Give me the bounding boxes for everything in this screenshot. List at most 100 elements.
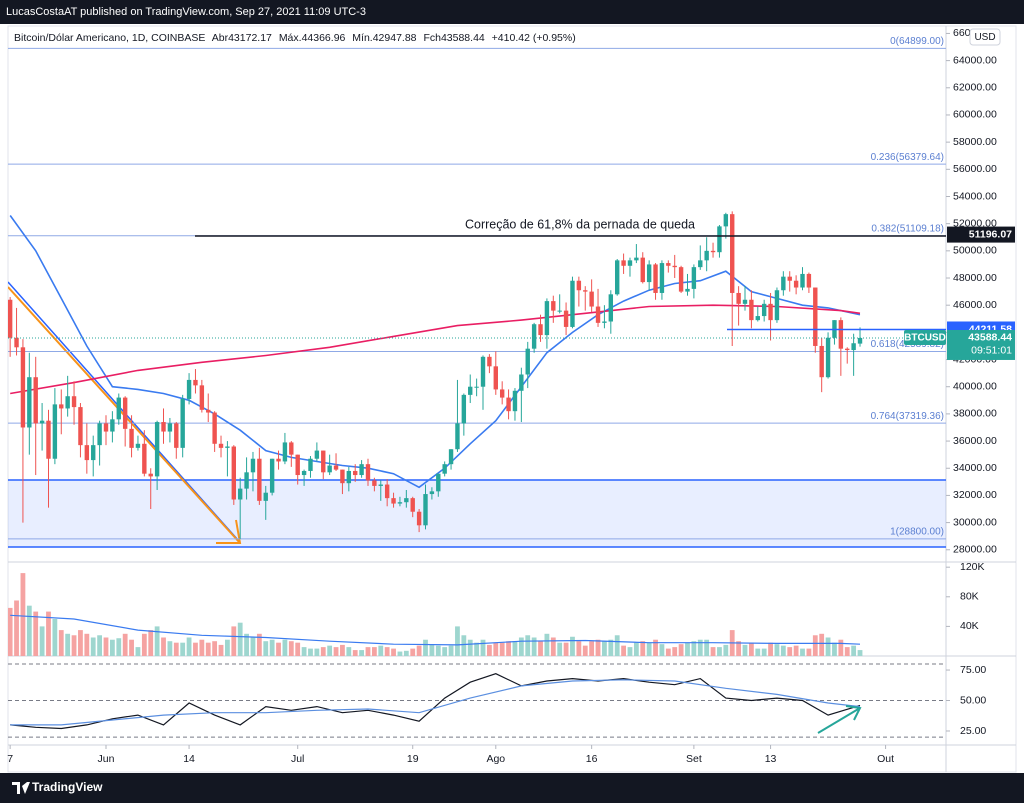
volume-bar xyxy=(301,647,307,656)
candle-body xyxy=(78,407,83,446)
volume-bar xyxy=(327,645,333,656)
rsi-tick-label: 75.00 xyxy=(960,664,986,676)
candle-body xyxy=(282,442,288,462)
candle-body xyxy=(46,420,51,459)
candle-body xyxy=(595,306,601,323)
candle-body xyxy=(589,291,594,307)
candle-body xyxy=(845,348,850,351)
candle-body xyxy=(314,450,320,459)
y-tick-label: 40000.00 xyxy=(953,380,997,392)
volume-bar xyxy=(493,642,499,656)
volume-bar xyxy=(608,639,614,656)
volume-bar xyxy=(263,641,269,656)
volume-bar xyxy=(640,641,646,656)
publisher: LucasCostaAT published on TradingView.co… xyxy=(6,6,366,18)
volume-bar xyxy=(416,645,422,656)
currency-badge[interactable] xyxy=(969,28,1001,46)
ticker: BTCUSD xyxy=(904,333,946,344)
candle-body xyxy=(174,423,179,448)
volume-bar xyxy=(518,637,524,656)
candle-body xyxy=(640,257,645,283)
volume-bar xyxy=(723,644,729,656)
brand: TradingView xyxy=(32,780,103,794)
moving-average xyxy=(10,304,861,395)
volume-bar xyxy=(244,633,249,656)
ticker-box xyxy=(904,329,946,345)
volume-bar xyxy=(320,647,326,656)
candle-body xyxy=(838,320,844,349)
legend-value: 42947.88 xyxy=(373,32,417,44)
legend-label: Mín. xyxy=(352,32,372,44)
y-tick-label: 34000.00 xyxy=(953,462,997,474)
candle-body xyxy=(129,428,134,448)
candle-body xyxy=(717,226,722,253)
candle-body xyxy=(27,377,32,428)
fib-label: 1(28800.00) xyxy=(890,527,944,538)
candle-body xyxy=(442,464,447,474)
price-label-box xyxy=(947,226,1015,243)
volume-bar xyxy=(742,644,748,656)
candle-body xyxy=(487,356,492,367)
candle-body xyxy=(122,397,128,429)
candle-body xyxy=(14,337,19,348)
y-tick-label: 52000.00 xyxy=(953,217,997,229)
y-tick-label: 28000.00 xyxy=(953,544,997,556)
volume-bar xyxy=(269,639,275,656)
candle-body xyxy=(857,337,863,344)
candle-body xyxy=(538,324,543,336)
candle-body xyxy=(180,398,185,448)
candle-body xyxy=(333,465,339,470)
legend-value: 43172.17 xyxy=(228,32,272,44)
volume-bar xyxy=(538,641,543,656)
candle-body xyxy=(276,458,281,462)
volume-bar xyxy=(582,645,588,656)
volume-bar xyxy=(371,647,377,656)
volume-bar xyxy=(122,633,128,656)
candle-body xyxy=(621,260,626,266)
candle-body xyxy=(531,324,537,349)
volume-bar xyxy=(697,639,703,656)
volume-bar xyxy=(391,648,396,656)
volume-bar xyxy=(602,641,607,656)
symbol: Bitcoin/Dólar Americano, 1D, COINBASE xyxy=(14,32,205,44)
candle-body xyxy=(742,299,748,304)
volume-bar xyxy=(148,630,154,656)
volume-bar xyxy=(109,639,115,656)
volume-bar xyxy=(665,648,671,656)
rsi-line xyxy=(10,679,861,726)
candle-body xyxy=(480,356,486,387)
legend-label: Fch xyxy=(423,32,441,44)
volume-bar xyxy=(129,639,134,656)
volume-bar xyxy=(780,645,786,656)
candle-body xyxy=(793,280,799,288)
volume-bar xyxy=(838,639,844,656)
candle-body xyxy=(429,491,435,495)
volume-bar xyxy=(487,644,492,656)
volume-bar xyxy=(480,639,486,656)
candle-body xyxy=(103,423,109,432)
y-tick-label: 64000.00 xyxy=(953,54,997,66)
candle-body xyxy=(557,310,562,312)
volume-bar xyxy=(116,638,122,656)
candle-body xyxy=(91,445,96,461)
rsi-pane xyxy=(8,663,946,738)
candle-body xyxy=(135,443,141,448)
volume-bar xyxy=(237,622,243,656)
volume-bar xyxy=(467,639,473,656)
candle-body xyxy=(308,458,313,471)
volume-bar xyxy=(659,644,665,656)
candle-body xyxy=(39,420,45,424)
candle-body xyxy=(672,265,677,268)
volume-bar xyxy=(295,642,301,656)
volume-bar xyxy=(173,642,179,656)
x-tick-label: Jul xyxy=(291,753,304,765)
volume-bar xyxy=(653,639,658,656)
candle-body xyxy=(583,290,588,292)
candle-body xyxy=(359,464,364,476)
volume-bar xyxy=(256,633,262,656)
candle-body xyxy=(544,301,550,336)
candle-body xyxy=(321,450,326,473)
candle-body xyxy=(142,443,147,474)
